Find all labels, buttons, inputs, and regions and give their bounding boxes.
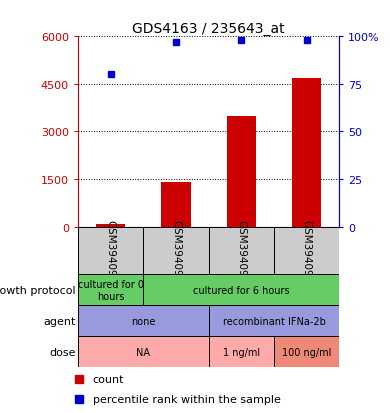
Bar [209,227,274,275]
Bar [274,227,339,275]
Bar [161,182,191,227]
Bar [78,306,209,337]
Text: 1 ng/ml: 1 ng/ml [223,347,260,357]
Bar [78,275,144,306]
Bar [209,306,339,337]
Bar [209,337,274,368]
Text: agent: agent [44,316,76,326]
Text: GSM394095: GSM394095 [301,219,312,282]
Text: count: count [93,374,124,384]
Bar [144,275,339,306]
Bar [78,337,209,368]
Bar [78,227,144,275]
Text: 100 ng/ml: 100 ng/ml [282,347,332,357]
Text: none: none [131,316,156,326]
Text: recombinant IFNa-2b: recombinant IFNa-2b [223,316,325,326]
Text: GSM394094: GSM394094 [236,219,246,282]
Text: NA: NA [136,347,150,357]
Bar [227,116,256,227]
Text: cultured for 0
hours: cultured for 0 hours [78,279,144,301]
Bar [292,78,321,227]
Bar [96,224,125,227]
Text: cultured for 6 hours: cultured for 6 hours [193,285,290,295]
Text: percentile rank within the sample: percentile rank within the sample [93,394,280,404]
Bar [144,227,209,275]
Text: growth protocol: growth protocol [0,285,76,295]
Title: GDS4163 / 235643_at: GDS4163 / 235643_at [132,22,285,36]
Text: dose: dose [50,347,76,357]
Text: GSM394092: GSM394092 [106,219,116,282]
Text: GSM394093: GSM394093 [171,219,181,282]
Bar [274,337,339,368]
